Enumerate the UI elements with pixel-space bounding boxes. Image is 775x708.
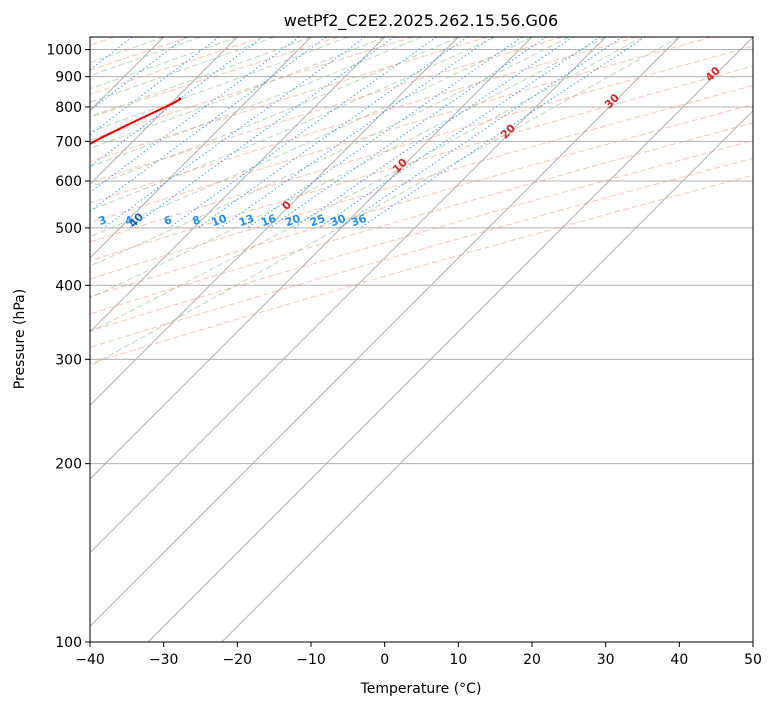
dry-adiabat <box>90 37 339 118</box>
x-tick-label: 20 <box>523 652 541 668</box>
dry-adiabat <box>90 37 189 71</box>
chart-title: wetPf2_C2E2.2025.262.15.56.G06 <box>284 11 558 31</box>
mixing-ratio-line <box>129 37 395 229</box>
mixing-ratio-line <box>247 37 523 229</box>
mixing-ratio-label: 20 <box>283 212 302 230</box>
moist-adiabat <box>90 37 201 77</box>
dry-adiabat <box>90 37 563 184</box>
mixing-ratio-label: 36 <box>349 212 368 230</box>
mixing-ratio-label: 3 <box>97 213 109 228</box>
dry-adiabat <box>90 37 488 163</box>
dry-adiabat <box>90 37 264 95</box>
isotherm <box>90 37 533 480</box>
mixing-ratio-line <box>90 37 264 168</box>
x-tick-label: −10 <box>296 652 326 668</box>
y-tick-label: 700 <box>55 134 82 150</box>
moist-adiabat <box>90 37 275 103</box>
mixing-ratio-label: 1.5 <box>30 211 53 230</box>
moist-adiabat <box>90 37 238 90</box>
mixing-ratio-line <box>103 37 366 229</box>
mixing-ratio-line <box>338 37 623 229</box>
y-tick-label: 200 <box>55 457 82 473</box>
mixing-ratio-line <box>90 37 187 111</box>
moist-adiabat <box>90 37 643 333</box>
isotherms <box>90 37 753 642</box>
mixing-ratio-label: 6 <box>162 213 174 228</box>
isotherm <box>221 109 753 642</box>
dry-adiabat <box>90 37 638 204</box>
moist-adiabat <box>90 37 570 267</box>
mixing-ratio-label: 8 <box>191 213 203 228</box>
isotherm <box>90 37 680 628</box>
mixing-ratio-label: 25 <box>308 212 327 229</box>
mixing-ratio-label: 13 <box>237 212 256 229</box>
y-tick-label: 900 <box>55 70 82 86</box>
plot-frame <box>89 36 754 643</box>
isobars <box>90 49 753 642</box>
isotherm <box>90 37 607 554</box>
mixing-ratio-line <box>220 37 493 229</box>
isotherm <box>90 37 238 186</box>
y-tick-label: 300 <box>55 352 82 368</box>
y-tick-label: 1000 <box>46 43 82 59</box>
y-tick-label: 600 <box>55 174 82 190</box>
moist-adiabat <box>90 37 348 133</box>
x-tick-label: −30 <box>149 652 179 668</box>
mixing-ratio-label: 1 <box>2 213 14 228</box>
isotherm <box>90 37 386 333</box>
dry-adiabat <box>90 84 753 280</box>
moist-adiabat <box>90 37 680 367</box>
dry-adiabat <box>90 140 753 332</box>
x-tick-label: 10 <box>449 652 467 668</box>
plot-area: 0.10.20.40.611.52346810131620253036-100-… <box>0 37 753 642</box>
y-tick-label: 100 <box>55 635 82 651</box>
moist-adiabat-label: 40 <box>703 64 723 84</box>
isotherm <box>90 37 312 259</box>
mixing-ratio-line <box>168 37 437 229</box>
mixing-ratio-line <box>293 37 574 229</box>
dry-adiabat <box>90 65 753 262</box>
dry-adiabat <box>90 122 753 315</box>
mixing-ratio-label: 10 <box>210 212 229 230</box>
x-axis-title: Temperature (°C) <box>360 681 482 697</box>
mixing-ratio-line <box>359 37 646 229</box>
moist-adiabat-label: 30 <box>602 91 622 111</box>
mixing-ratio-label: 30 <box>329 212 348 230</box>
y-tick-label: 500 <box>55 221 82 237</box>
moist-adiabat-label: 20 <box>498 121 518 141</box>
mixing-ratio-line <box>0 37 82 228</box>
x-tick-label: 40 <box>670 652 688 668</box>
x-tick-label: 50 <box>744 652 762 668</box>
x-tick-label: 0 <box>380 652 389 668</box>
mixing-ratio-label: 16 <box>259 212 278 230</box>
mixing-ratio-line <box>90 37 220 136</box>
dry-adiabat-label: 30 <box>19 225 39 245</box>
mixing-ratio-label: 4 <box>123 213 135 228</box>
isotherm <box>90 37 459 407</box>
reference-line-labels: 0.10.20.40.611.52346810131620253036-100-… <box>2 64 723 245</box>
isotherm <box>147 37 753 642</box>
x-axis: −40 −30 −20 −10 0 10 20 30 40 50 <box>75 642 762 668</box>
y-axis: 100 200 300 400 500 600 700 800 900 1000 <box>46 43 90 651</box>
dry-adiabat <box>90 37 712 224</box>
dry-adiabat <box>90 157 753 348</box>
mixing-ratio-line <box>318 37 601 229</box>
y-tick-label: 400 <box>55 278 82 294</box>
x-tick-label: 30 <box>597 652 615 668</box>
mixing-ratio-lines <box>0 37 646 229</box>
dry-adiabat <box>90 37 414 141</box>
x-tick-label: −40 <box>75 652 105 668</box>
x-tick-label: −20 <box>223 652 253 668</box>
y-tick-label: 800 <box>55 100 82 116</box>
mixing-ratio-line <box>197 37 468 229</box>
moist-adiabat-label: 0 <box>279 198 294 213</box>
moist-adiabat <box>90 37 606 299</box>
moist-adiabats <box>90 37 680 367</box>
y-axis-title: Pressure (hPa) <box>12 289 28 389</box>
dry-adiabat <box>90 45 753 243</box>
